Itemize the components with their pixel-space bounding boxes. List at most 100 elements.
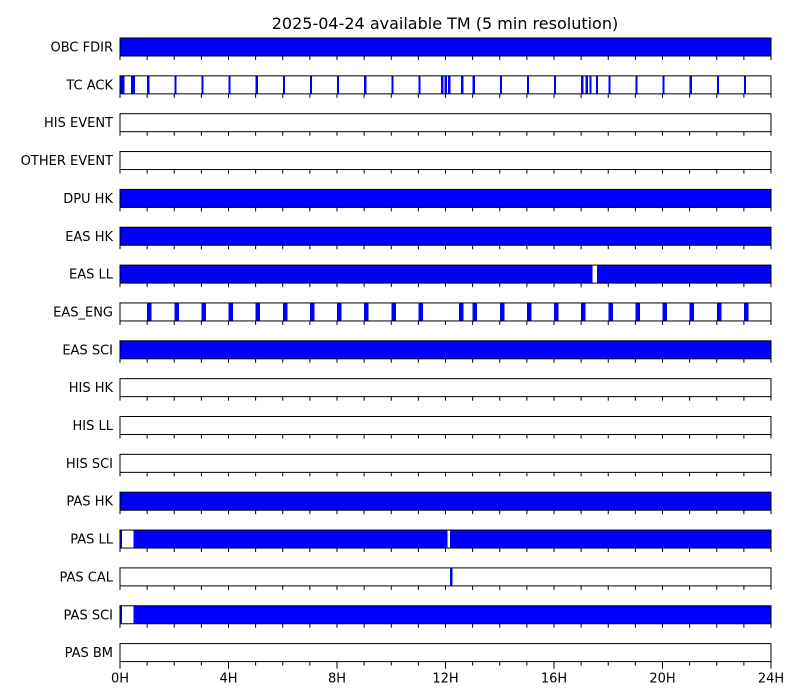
availability-bar: [440, 75, 444, 94]
availability-bar: [585, 75, 588, 94]
row-label: OBC FDIR: [51, 41, 114, 56]
row-label: HIS LL: [73, 419, 114, 434]
availability-bar: [255, 75, 258, 94]
row-label: TC ACK: [65, 78, 113, 93]
row-frame: [119, 113, 772, 133]
availability-bar: [459, 302, 464, 321]
row-frame: [119, 302, 772, 322]
availability-bar: [461, 75, 464, 94]
row-label: EAS HK: [65, 230, 113, 245]
x-tick-label: 16H: [541, 672, 567, 687]
timeline-row: TC ACK: [65, 75, 772, 98]
x-tick-label: 20H: [649, 672, 675, 687]
timeline-rows: OBC FDIR TC ACK HIS EVENT OTHER EVENT DPU HK…: [21, 37, 772, 666]
availability-bar: [337, 75, 340, 94]
availability-bar: [499, 75, 502, 94]
timeline-row: EAS HK: [65, 226, 772, 250]
availability-bar: [743, 302, 749, 321]
timeline-row: HIS EVENT: [44, 113, 772, 136]
x-axis: 0H 4H 8H 12H 16H 20H 24H: [111, 661, 784, 687]
row-frame: [119, 416, 772, 435]
availability-bar: [499, 302, 505, 321]
availability-bar: [120, 605, 123, 624]
timeline-row: PAS CAL: [60, 567, 772, 590]
availability-bar: [133, 530, 448, 549]
timeline-row: HIS LL: [73, 416, 772, 439]
availability-bar: [472, 302, 478, 321]
availability-bar: [174, 75, 177, 94]
row-label: EAS LL: [69, 268, 114, 283]
chart-title: 2025-04-24 available TM (5 min resolutio…: [272, 14, 618, 33]
timeline-row: PAS HK: [66, 491, 772, 515]
availability-bar: [716, 302, 722, 321]
availability-bar: [662, 302, 668, 321]
availability-bar: [596, 75, 599, 94]
availability-bar: [337, 302, 342, 321]
availability-bar: [472, 75, 475, 94]
availability-bar: [526, 302, 532, 321]
availability-bar: [689, 302, 695, 321]
availability-bar: [120, 227, 771, 246]
row-label: EAS_ENG: [53, 305, 113, 320]
availability-bar: [450, 530, 771, 549]
availability-bar: [174, 302, 179, 321]
availability-bar: [635, 75, 638, 94]
availability-bar: [635, 302, 640, 321]
row-frame: [119, 151, 772, 171]
availability-bar: [364, 302, 369, 321]
row-label: OTHER EVENT: [21, 154, 113, 169]
availability-bar: [418, 302, 423, 321]
availability-bar: [554, 302, 559, 321]
availability-bar: [228, 75, 231, 94]
x-tick-label: 4H: [219, 672, 237, 687]
x-tick-label: 8H: [328, 672, 346, 687]
availability-bar: [448, 75, 451, 94]
availability-bar: [147, 75, 150, 94]
availability-bar: [608, 302, 613, 321]
availability-bar: [391, 75, 394, 94]
availability-bar: [120, 530, 123, 549]
availability-bar: [228, 302, 234, 321]
row-label: HIS HK: [69, 381, 114, 396]
availability-bar: [743, 75, 747, 94]
row-label: PAS SCI: [64, 608, 113, 623]
row-frame: [119, 453, 772, 473]
availability-bar: [282, 302, 288, 321]
availability-bar: [120, 265, 593, 284]
availability-bar: [581, 75, 584, 94]
availability-bar: [581, 302, 586, 321]
availability-bar: [282, 75, 285, 94]
availability-bar: [201, 302, 206, 321]
availability-bar: [120, 340, 771, 359]
row-frame: [119, 643, 772, 663]
availability-bar: [554, 75, 557, 94]
availability-bar: [120, 189, 771, 208]
x-tick-label: 24H: [758, 672, 784, 687]
x-tick-label: 0H: [111, 672, 129, 687]
timeline-row: OBC FDIR: [51, 37, 772, 60]
availability-bar: [255, 302, 261, 321]
availability-bar: [309, 75, 313, 94]
availability-bar: [120, 38, 771, 56]
row-label: EAS SCI: [62, 343, 113, 358]
availability-bar: [391, 302, 396, 321]
availability-bar: [526, 75, 530, 94]
row-label: HIS EVENT: [44, 116, 113, 131]
availability-bar: [120, 75, 125, 94]
timeline-row: DPU HK: [63, 188, 772, 212]
availability-bar: [716, 75, 719, 94]
timeline-row: HIS HK: [69, 378, 772, 401]
availability-bar: [589, 75, 592, 94]
availability-bar: [596, 265, 771, 284]
row-frame: [119, 567, 772, 587]
timeline-row: OTHER EVENT: [21, 151, 772, 174]
availability-bar: [201, 75, 204, 94]
timeline-row: EAS SCI: [62, 340, 772, 363]
timeline-row: PAS BM: [65, 643, 772, 666]
row-frame: [119, 378, 772, 398]
timeline-row: PAS LL: [70, 529, 772, 553]
availability-bar: [418, 75, 421, 94]
row-label: DPU HK: [63, 192, 113, 207]
availability-bar: [130, 75, 135, 94]
